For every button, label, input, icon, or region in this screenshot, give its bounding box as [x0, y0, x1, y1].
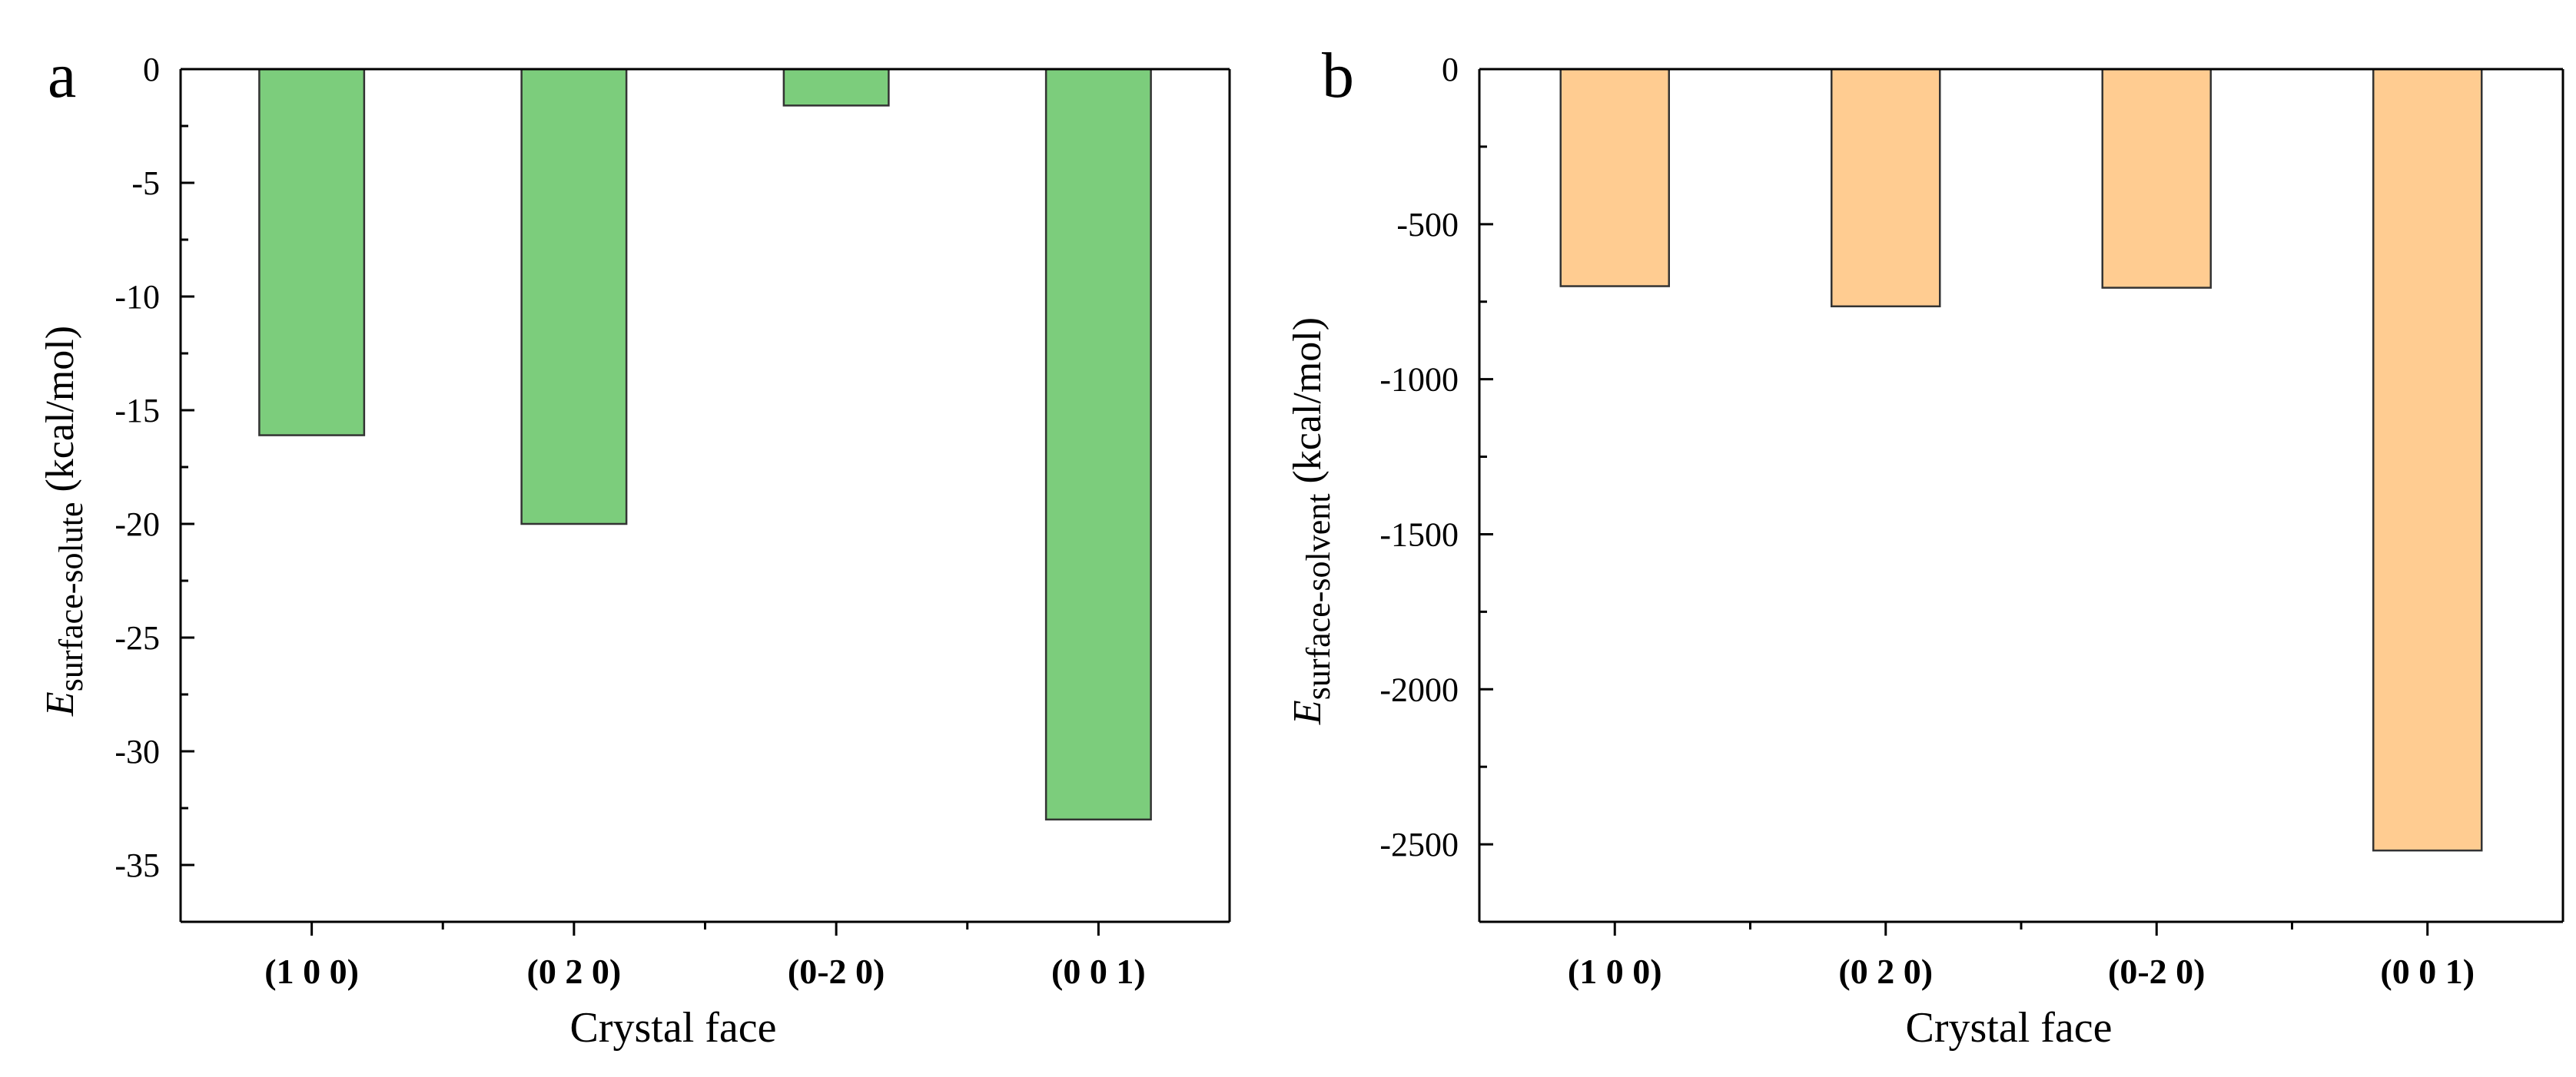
panel-a: a Esurface-solute (kcal/mol) Crystal fac… — [38, 40, 1231, 1052]
y-tick-label-a: -10 — [115, 278, 160, 316]
y-tick-label-a: -25 — [115, 619, 160, 657]
panel-label-a: a — [48, 40, 76, 111]
y-tick-label-b: -2500 — [1379, 826, 1459, 863]
y-tick-label-a: -35 — [115, 847, 160, 884]
x-tick-label-a: (0 2 0) — [527, 952, 622, 991]
bar-a-2 — [520, 68, 628, 525]
x-tick-label-a: (1 0 0) — [264, 952, 359, 991]
x-tick-label-b: (0 2 0) — [1838, 952, 1933, 991]
panel-b: b Esurface-solvent (kcal/mol) Crystal fa… — [1286, 40, 2564, 1052]
plot-area-b: 0 -500 -1000 -1500 -2000 -2500 (1 0 0) (0 2 0) (… — [1379, 51, 2564, 991]
panel-label-b: b — [1322, 40, 1354, 111]
bar-a-4 — [1044, 68, 1152, 821]
bar-b-2 — [1831, 68, 1941, 308]
x-tick-label-a: (0-2 0) — [788, 952, 885, 991]
bar-b-3 — [2101, 68, 2212, 289]
x-tick-label-b: (0 0 1) — [2380, 952, 2475, 991]
y-tick-label-a: 0 — [143, 51, 160, 88]
y-tick-label-a: -5 — [131, 164, 160, 202]
x-tick-label-b: (1 0 0) — [1568, 952, 1662, 991]
x-axis-label-a: Crystal face — [570, 1004, 777, 1052]
y-axis-label-a: Esurface-solute (kcal/mol) — [38, 326, 90, 717]
bar-a-3 — [782, 68, 890, 107]
y-tick-label-a: -15 — [115, 392, 160, 429]
y-tick-label-a: -30 — [115, 733, 160, 770]
bar-a-1 — [258, 68, 366, 436]
bar-b-4 — [2372, 68, 2483, 852]
plot-area-a: 0 -5 -10 -15 -20 -25 -30 -35 (1 0 0) (0 2 0) (0-2 … — [115, 51, 1231, 991]
y-tick-label-b: -2000 — [1379, 671, 1459, 708]
y-tick-label-a: -20 — [115, 505, 160, 543]
y-tick-label-b: -1500 — [1379, 515, 1459, 553]
x-axis-label-b: Crystal face — [1906, 1004, 2113, 1052]
x-tick-label-b: (0-2 0) — [2108, 952, 2205, 991]
bar-b-1 — [1559, 68, 1670, 287]
y-axis-label-b: Esurface-solvent (kcal/mol) — [1286, 317, 1337, 725]
x-tick-label-a: (0 0 1) — [1051, 952, 1146, 991]
y-tick-label-b: -500 — [1396, 206, 1459, 244]
y-tick-label-b: 0 — [1442, 51, 1459, 88]
y-tick-label-b: -1000 — [1379, 361, 1459, 399]
